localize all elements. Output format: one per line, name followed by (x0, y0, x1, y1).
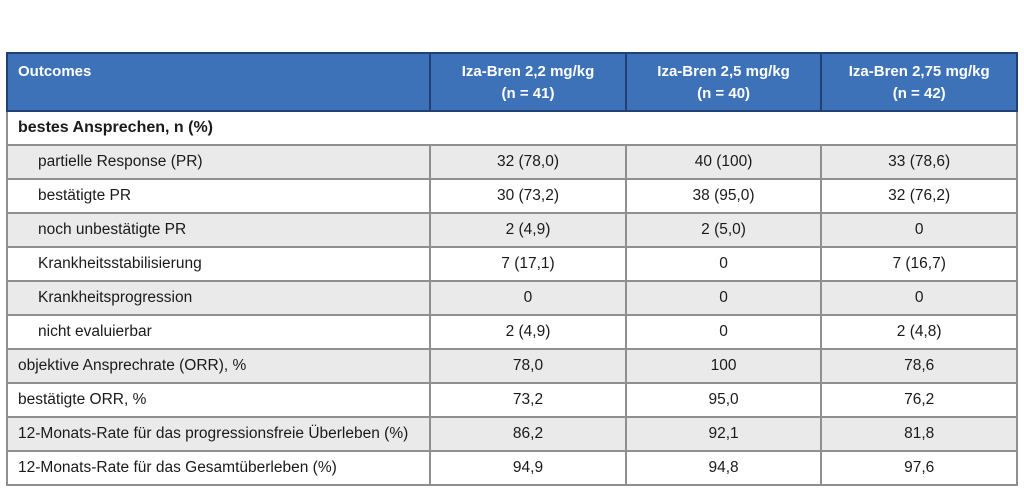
row-label: Krankheitsstabilisierung (5, 246, 432, 282)
header-row: Outcomes Iza-Bren 2,2 mg/kg (n = 41) Iza… (5, 52, 1018, 112)
table-row: noch unbestätigte PR 2 (4,9) 2 (5,0) 0 (5, 212, 1018, 248)
dose-n: (n = 40) (697, 85, 751, 102)
dose-name: Iza-Bren 2,75 mg/kg (848, 63, 990, 80)
row-value: 78,0 (429, 348, 627, 384)
row-value: 0 (624, 280, 823, 316)
row-value: 94,9 (429, 450, 627, 486)
row-value: 100 (624, 348, 823, 384)
row-value: 78,6 (820, 348, 1018, 384)
row-value: 94,8 (624, 450, 823, 486)
group-row: bestes Ansprechen, n (%) (6, 110, 1018, 146)
row-value: 2 (4,8) (820, 314, 1018, 350)
row-label: 12-Monats-Rate für das progressionsfreie… (5, 416, 432, 452)
row-value: 81,8 (820, 416, 1018, 452)
dose-n: (n = 42) (892, 85, 946, 102)
row-value: 40 (100) (624, 144, 823, 180)
dose-name: Iza-Bren 2,2 mg/kg (461, 63, 595, 80)
row-value: 7 (17,1) (429, 246, 627, 282)
table-header: Outcomes Iza-Bren 2,2 mg/kg (n = 41) Iza… (5, 52, 1018, 112)
row-value: 76,2 (820, 382, 1018, 418)
table-row: 12-Monats-Rate für das Gesamtüberleben (… (5, 450, 1018, 486)
table-row: bestätigte ORR, % 73,2 95,0 76,2 (5, 382, 1018, 418)
header-cell-dose-2-5: Iza-Bren 2,5 mg/kg (n = 40) (624, 52, 823, 112)
dose-name: Iza-Bren 2,5 mg/kg (657, 63, 790, 80)
row-value: 2 (4,9) (429, 212, 627, 248)
row-value: 0 (624, 246, 823, 282)
row-value: 32 (78,0) (429, 144, 627, 180)
row-value: 92,1 (624, 416, 823, 452)
row-label: partielle Response (PR) (5, 144, 432, 180)
row-value: 2 (4,9) (429, 314, 627, 350)
table-row: Krankheitsprogression 0 0 0 (5, 280, 1018, 316)
table-row: objektive Ansprechrate (ORR), % 78,0 100… (5, 348, 1018, 384)
page: Outcomes Iza-Bren 2,2 mg/kg (n = 41) Iza… (5, 52, 1018, 486)
header-cell-dose-2-75: Iza-Bren 2,75 mg/kg (n = 42) (820, 52, 1018, 112)
dose-n: (n = 41) (501, 85, 555, 102)
table-row: partielle Response (PR) 32 (78,0) 40 (10… (5, 144, 1018, 180)
row-label: bestätigte PR (5, 178, 432, 214)
row-label: nicht evaluierbar (5, 314, 432, 350)
row-value: 0 (624, 314, 823, 350)
row-value: 0 (820, 212, 1018, 248)
row-value: 0 (429, 280, 627, 316)
row-label: noch unbestätigte PR (5, 212, 432, 248)
group-row-label: bestes Ansprechen, n (%) (6, 110, 1018, 146)
row-value: 95,0 (624, 382, 823, 418)
table-row: Krankheitsstabilisierung 7 (17,1) 0 7 (1… (5, 246, 1018, 282)
row-label: 12-Monats-Rate für das Gesamtüberleben (… (5, 450, 432, 486)
row-label: objektive Ansprechrate (ORR), % (5, 348, 432, 384)
row-label: Krankheitsprogression (5, 280, 432, 316)
table-row: bestätigte PR 30 (73,2) 38 (95,0) 32 (76… (5, 178, 1018, 214)
table-row: nicht evaluierbar 2 (4,9) 0 2 (4,8) (5, 314, 1018, 350)
row-value: 30 (73,2) (429, 178, 627, 214)
header-cell-dose-2-2: Iza-Bren 2,2 mg/kg (n = 41) (429, 52, 627, 112)
row-value: 97,6 (820, 450, 1018, 486)
row-value: 86,2 (429, 416, 627, 452)
row-value: 7 (16,7) (820, 246, 1018, 282)
table-body: bestes Ansprechen, n (%) partielle Respo… (5, 110, 1018, 486)
outcomes-table: Outcomes Iza-Bren 2,2 mg/kg (n = 41) Iza… (5, 52, 1018, 486)
row-value: 73,2 (429, 382, 627, 418)
row-value: 0 (820, 280, 1018, 316)
header-cell-outcomes: Outcomes (5, 52, 432, 112)
row-value: 38 (95,0) (624, 178, 823, 214)
table-row: 12-Monats-Rate für das progressionsfreie… (5, 416, 1018, 452)
row-value: 33 (78,6) (820, 144, 1018, 180)
row-label: bestätigte ORR, % (5, 382, 432, 418)
row-value: 32 (76,2) (820, 178, 1018, 214)
row-value: 2 (5,0) (624, 212, 823, 248)
